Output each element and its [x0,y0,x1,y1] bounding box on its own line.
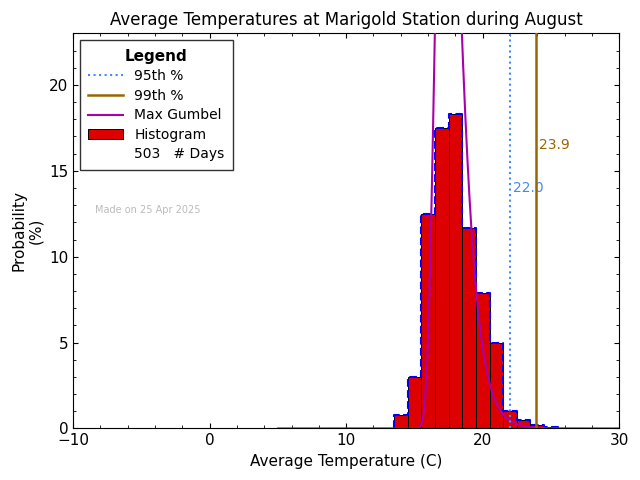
Bar [408,377,421,429]
Text: 22.0: 22.0 [513,181,543,195]
Text: Made on 25 Apr 2025: Made on 25 Apr 2025 [95,205,200,216]
X-axis label: Average Temperature (C): Average Temperature (C) [250,454,442,469]
Bar [544,427,558,429]
Bar [517,420,531,429]
Bar [394,415,408,429]
Bar [531,425,544,429]
Title: Average Temperatures at Marigold Station during August: Average Temperatures at Marigold Station… [110,11,582,29]
Bar [503,411,517,429]
Bar [476,293,490,429]
Bar [421,214,435,429]
Bar [449,114,462,429]
Bar [490,343,503,429]
Bar [462,228,476,429]
Text: 23.9: 23.9 [539,138,570,152]
Y-axis label: Probability
(%): Probability (%) [11,191,44,272]
Bar [435,128,449,429]
Legend: 95th %, 99th %, Max Gumbel, Histogram, 503   # Days: 95th %, 99th %, Max Gumbel, Histogram, 5… [80,40,233,170]
